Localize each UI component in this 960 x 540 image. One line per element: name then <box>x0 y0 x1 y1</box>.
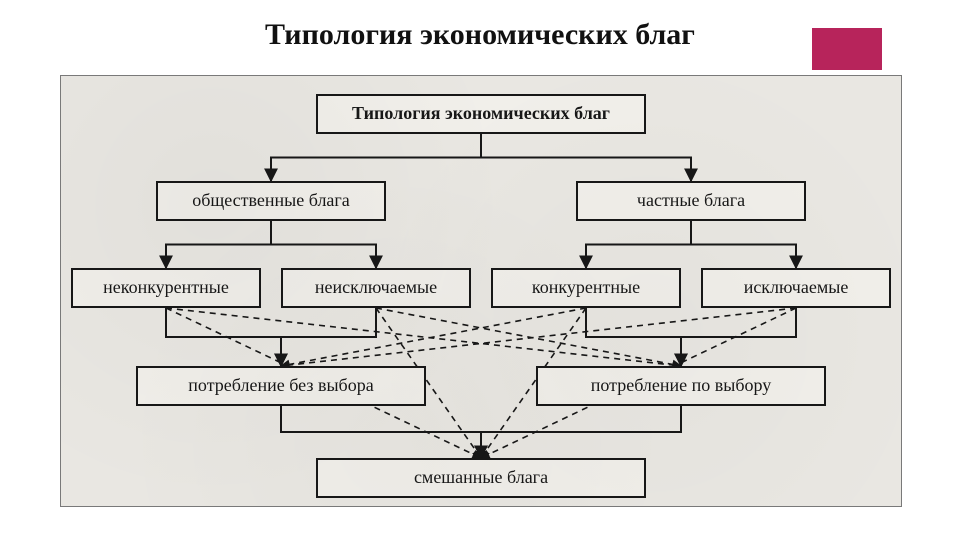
edge-priv-excl <box>691 221 796 268</box>
dashed-edge-excl-cnoch <box>281 308 796 366</box>
dashed-edge-ncomp-cchoi <box>166 308 681 366</box>
edge-pub-nexcl <box>271 221 376 268</box>
edge-ncomp-cnoch <box>166 308 281 366</box>
node-mixed: смешанные блага <box>316 458 646 498</box>
node-excl: исключаемые <box>701 268 891 308</box>
node-ncomp: неконкурентные <box>71 268 261 308</box>
edge-excl-cchoi <box>681 308 796 366</box>
node-comp: конкурентные <box>491 268 681 308</box>
dashed-edge-nexcl-cchoi <box>376 308 681 366</box>
node-root: Типология экономических благ <box>316 94 646 134</box>
edge-comp-cchoi <box>586 308 681 366</box>
node-cnoch: потребление без выбора <box>136 366 426 406</box>
edge-priv-comp <box>586 221 691 268</box>
edge-nexcl-cnoch <box>281 308 376 366</box>
edge-root-priv <box>481 134 691 181</box>
edge-cchoi-mixed <box>481 406 681 458</box>
edge-pub-ncomp <box>166 221 271 268</box>
node-priv: частные блага <box>576 181 806 221</box>
edge-root-pub <box>271 134 481 181</box>
node-pub: общественные блага <box>156 181 386 221</box>
slide-title: Типология экономических благ <box>0 18 960 52</box>
node-nexcl: неисключаемые <box>281 268 471 308</box>
dashed-edge-comp-cnoch <box>281 308 586 366</box>
diagram-canvas: Типология экономических благ общественные… <box>60 75 902 507</box>
edge-cnoch-mixed <box>281 406 481 458</box>
node-cchoi: потребление по выбору <box>536 366 826 406</box>
